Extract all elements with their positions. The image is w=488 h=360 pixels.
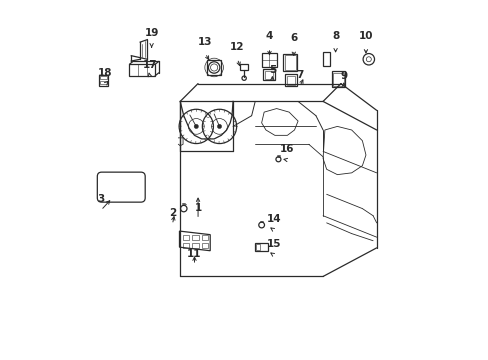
Circle shape [194,124,198,129]
Text: 18: 18 [98,68,112,78]
Text: 12: 12 [230,42,244,52]
Text: 15: 15 [266,239,281,249]
Text: 10: 10 [358,31,372,41]
Text: 5: 5 [268,65,275,75]
Text: 17: 17 [142,60,157,70]
Text: 1: 1 [194,203,201,213]
Text: 16: 16 [280,144,294,154]
Text: 3: 3 [97,194,104,204]
Text: 19: 19 [144,28,159,38]
Text: 8: 8 [331,31,339,41]
Text: 14: 14 [266,213,281,224]
Text: 6: 6 [289,33,297,43]
Text: 4: 4 [265,31,273,41]
Text: 7: 7 [296,70,303,80]
Text: 2: 2 [168,208,176,218]
Text: 13: 13 [198,37,212,47]
Text: 9: 9 [340,71,346,81]
Circle shape [217,124,221,129]
Text: 11: 11 [187,249,202,258]
